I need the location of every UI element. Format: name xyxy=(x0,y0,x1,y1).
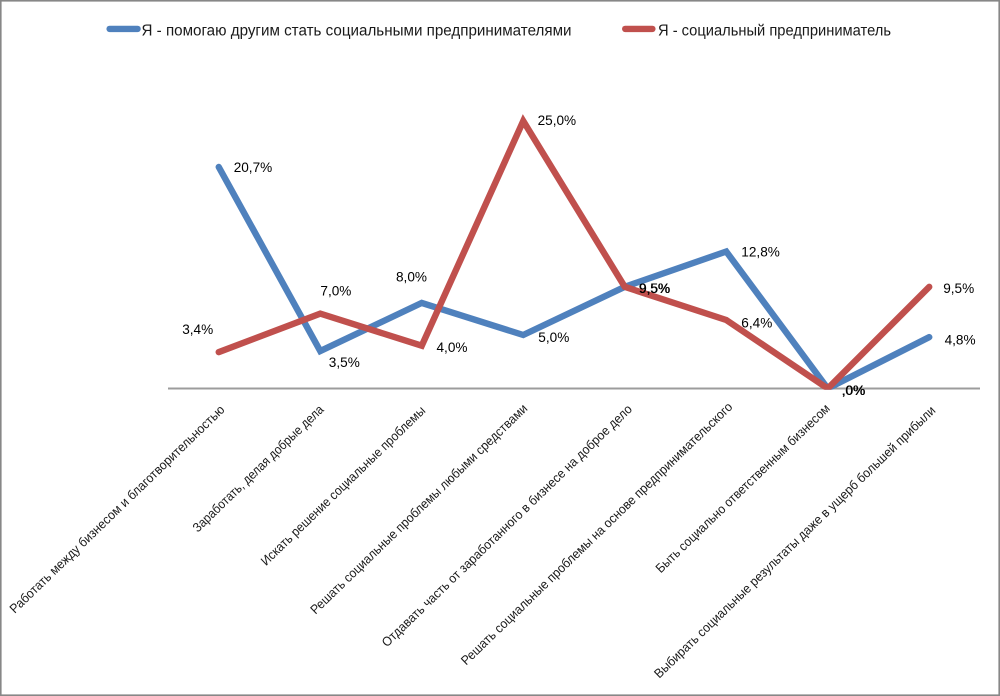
svg-text:9,5%: 9,5% xyxy=(639,281,670,296)
svg-text:Я - помогаю другим стать социа: Я - помогаю другим стать социальными пре… xyxy=(142,23,572,40)
svg-text:12,8%: 12,8% xyxy=(741,244,780,259)
svg-text:,0%: ,0% xyxy=(842,383,865,398)
svg-text:3,4%: 3,4% xyxy=(182,322,213,337)
svg-text:8,0%: 8,0% xyxy=(396,270,427,285)
svg-text:25,0%: 25,0% xyxy=(538,113,577,128)
svg-text:4,0%: 4,0% xyxy=(437,340,468,355)
svg-text:3,5%: 3,5% xyxy=(329,355,360,370)
svg-text:7,0%: 7,0% xyxy=(320,284,351,299)
svg-text:4,8%: 4,8% xyxy=(945,333,976,348)
svg-text:20,7%: 20,7% xyxy=(234,160,273,175)
svg-text:5,0%: 5,0% xyxy=(538,330,569,345)
svg-text:9,5%: 9,5% xyxy=(943,281,974,296)
svg-text:6,4%: 6,4% xyxy=(741,316,772,331)
svg-text:,0%: ,0% xyxy=(842,383,865,398)
svg-text:9,5%: 9,5% xyxy=(639,281,670,296)
svg-text:Я - социальный предприниматель: Я - социальный предприниматель xyxy=(658,23,891,40)
